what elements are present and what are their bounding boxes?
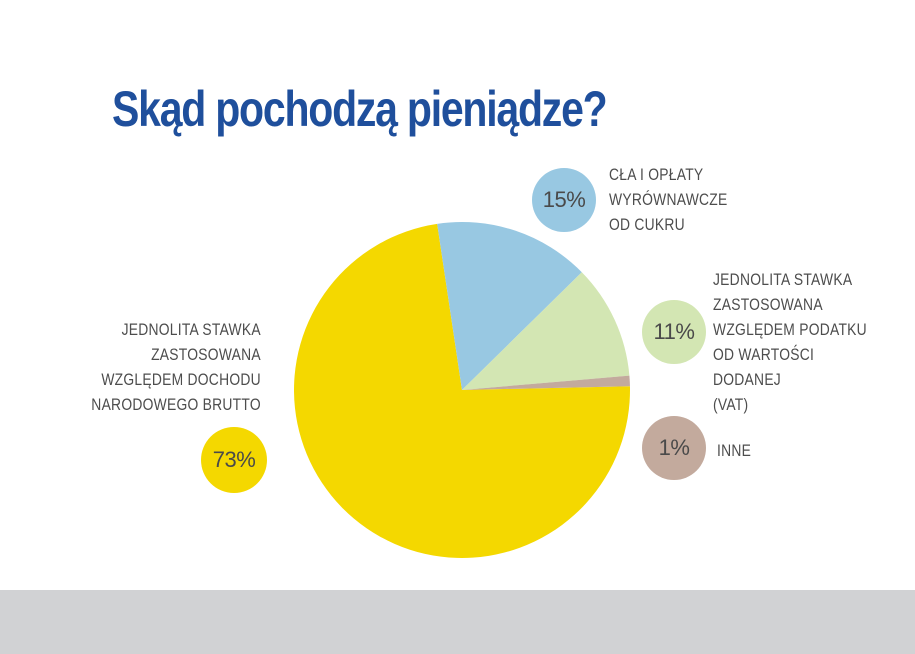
value-badge-other: 1% [642, 416, 706, 480]
pie-chart [294, 222, 631, 559]
value-badge-vat: 11% [642, 300, 706, 364]
pie-slice-other [462, 375, 630, 390]
pie-slice-sugar-duties [437, 222, 582, 390]
pie-slice-gnp [294, 223, 631, 559]
legend-label-gnp: JEDNOLITA STAWKA ZASTOSOWANA WZGLĘDEM DO… [91, 321, 261, 414]
value-badge-sugar-duties: 15% [532, 168, 596, 232]
legend-label-other: INNE [717, 442, 752, 460]
page-title: Skąd pochodzą pieniądze? [112, 81, 608, 137]
legend-label-vat: JEDNOLITA STAWKA ZASTOSOWANA WZGLĘDEM PO… [713, 271, 867, 414]
legend-label-sugar-duties: CŁA I OPŁATY WYRÓWNAWCZE OD CUKRU [609, 166, 728, 234]
value-badge-gnp: 73% [201, 427, 267, 493]
pie-slice-vat [462, 272, 630, 390]
footer-band [0, 590, 915, 654]
